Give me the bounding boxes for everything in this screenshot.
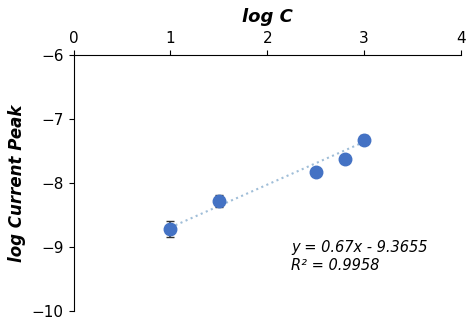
X-axis label: log C: log C: [242, 8, 292, 26]
Text: y = 0.67x - 9.3655
R² = 0.9958: y = 0.67x - 9.3655 R² = 0.9958: [292, 240, 428, 273]
Y-axis label: log Current Peak: log Current Peak: [9, 104, 27, 262]
